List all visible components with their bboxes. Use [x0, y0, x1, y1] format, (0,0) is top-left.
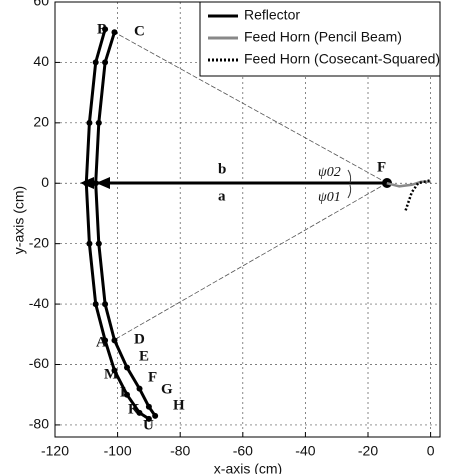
point: [145, 415, 152, 422]
x-axis-label: x-axis (cm): [214, 461, 282, 474]
point-label: H: [173, 397, 185, 413]
angle-arc: [347, 169, 352, 184]
point-label: F: [377, 159, 386, 175]
series-line: [404, 178, 431, 211]
x-tick-label: -60: [233, 443, 253, 459]
point: [95, 119, 102, 126]
y-tick-label: 40: [33, 53, 49, 69]
point: [152, 412, 159, 419]
legend-box: [199, 1, 441, 77]
point-label: a: [218, 188, 226, 204]
point: [86, 240, 93, 247]
arrow-head: [96, 177, 110, 189]
y-tick-label: -20: [29, 234, 49, 250]
y-tick-label: -40: [29, 295, 49, 311]
x-tick-label: -40: [295, 443, 315, 459]
x-tick-label: -80: [170, 443, 190, 459]
point: [92, 180, 99, 187]
point: [111, 337, 118, 344]
y-tick-label: 0: [41, 174, 49, 190]
point: [102, 301, 109, 308]
point-label: A: [96, 334, 107, 350]
point: [92, 301, 99, 308]
y-tick-label: 60: [33, 0, 49, 9]
point-label: D: [134, 331, 145, 347]
y-axis-label: y-axis (cm): [11, 186, 27, 254]
point: [136, 409, 143, 416]
angle-label: ψ02: [318, 165, 341, 180]
angle-label: ψ01: [318, 190, 341, 205]
point: [111, 367, 118, 374]
point: [92, 59, 99, 66]
point: [123, 364, 130, 371]
x-tick-label: -100: [104, 443, 132, 459]
point: [145, 403, 152, 410]
y-tick-label: -80: [29, 416, 49, 432]
x-tick-label: -120: [41, 443, 69, 459]
point-label: C: [134, 23, 145, 39]
point-label: E: [139, 348, 149, 364]
angle-arc: [347, 184, 352, 199]
y-tick-label: -60: [29, 355, 49, 371]
y-tick-label: 20: [33, 114, 49, 130]
legend-label: Feed Horn (Cosecant-Squared): [244, 51, 440, 67]
legend-label: Reflector: [244, 7, 300, 23]
point: [83, 180, 90, 187]
point: [123, 391, 130, 398]
point: [102, 59, 109, 66]
legend-label: Feed Horn (Pencil Beam): [244, 29, 402, 45]
point-label: B: [97, 21, 107, 37]
point: [102, 337, 109, 344]
x-tick-label: -20: [358, 443, 378, 459]
ray: [113, 31, 388, 184]
point-label: U: [143, 417, 154, 433]
point-label: F: [148, 369, 157, 385]
point: [95, 240, 102, 247]
ray: [113, 182, 388, 341]
x-tick-label: 0: [427, 443, 435, 459]
point-label: G: [161, 381, 173, 397]
point: [86, 119, 93, 126]
point: [102, 26, 109, 33]
annotations: B C b a F ψ02 ψ01 A D E M F L G K H U: [96, 21, 386, 433]
point-label: b: [218, 161, 226, 177]
point: [136, 385, 143, 392]
point: [111, 29, 118, 36]
geometry: [80, 31, 392, 341]
